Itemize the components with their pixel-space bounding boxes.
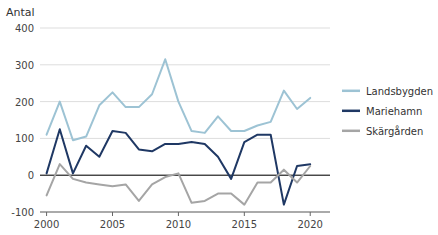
grid-line bbox=[40, 64, 330, 65]
y-tick-label: 400 bbox=[15, 23, 34, 34]
plot-area bbox=[40, 59, 330, 204]
legend-label: Skärgården bbox=[366, 125, 423, 137]
x-tick bbox=[310, 212, 311, 216]
series-line bbox=[47, 129, 311, 204]
y-tick-label: 200 bbox=[15, 97, 34, 108]
y-axis-label: Antal bbox=[6, 6, 35, 19]
chart: Antal -100 0 100 200 300 400 2000 2005 2010 2015 20… bbox=[0, 0, 438, 235]
legend-label: Landsbygden bbox=[366, 86, 433, 97]
grid-line bbox=[40, 212, 330, 213]
grid-line bbox=[40, 28, 330, 29]
legend-swatch bbox=[342, 130, 360, 133]
legend-label: Mariehamn bbox=[366, 106, 422, 117]
y-tick-label: -100 bbox=[11, 207, 34, 218]
legend-swatch bbox=[342, 110, 360, 113]
legend-swatch bbox=[342, 90, 360, 93]
grid-line bbox=[40, 175, 330, 176]
series-line bbox=[47, 164, 311, 204]
series-line bbox=[47, 59, 311, 140]
x-tick-label: 2020 bbox=[298, 219, 323, 230]
legend: Landsbygden Mariehamn Skärgården bbox=[342, 86, 433, 137]
x-tick-label: 2015 bbox=[232, 219, 257, 230]
grid-line bbox=[40, 101, 330, 102]
x-tick-label: 2005 bbox=[100, 219, 125, 230]
y-tick-label: 100 bbox=[15, 133, 34, 144]
zero-line bbox=[40, 175, 330, 176]
x-tick bbox=[46, 212, 47, 216]
x-tick-label: 2010 bbox=[166, 219, 191, 230]
grid bbox=[40, 28, 330, 212]
x-tick-label: 2000 bbox=[34, 219, 59, 230]
y-tick-label: 300 bbox=[15, 60, 34, 71]
x-tick bbox=[244, 212, 245, 216]
x-axis-line bbox=[40, 212, 330, 213]
x-tick bbox=[178, 212, 179, 216]
y-tick-label: 0 bbox=[28, 170, 34, 181]
x-tick bbox=[112, 212, 113, 216]
